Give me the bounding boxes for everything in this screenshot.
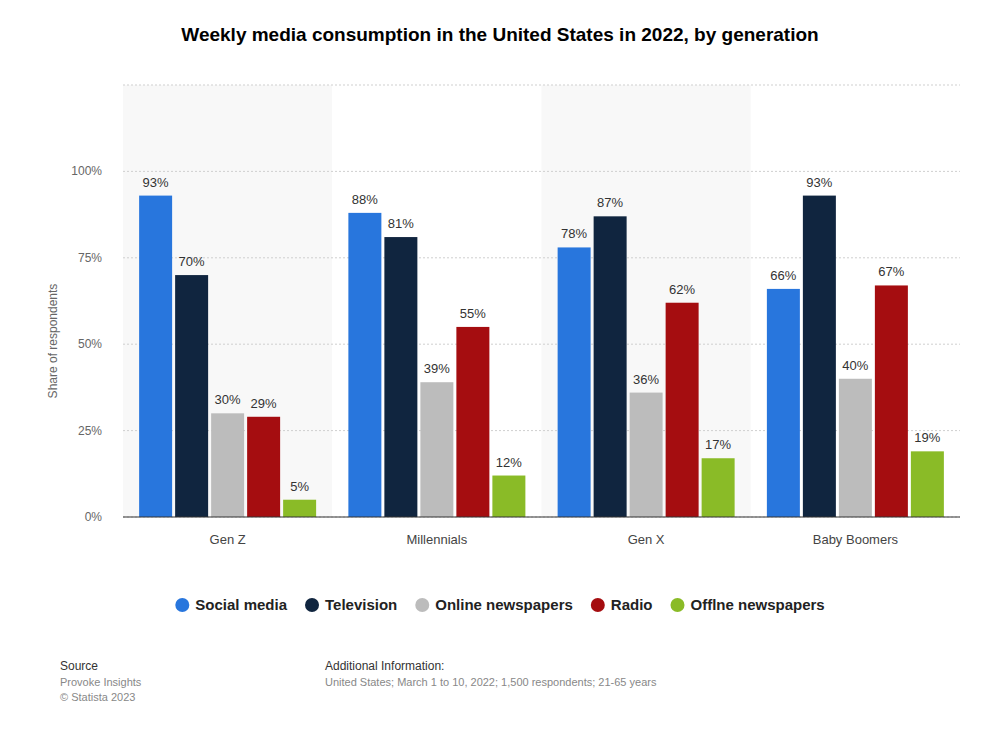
data-label: 93%	[143, 175, 169, 190]
source-text: © Statista 2023	[60, 691, 135, 703]
legend-label: Online newspapers	[435, 596, 573, 613]
bar	[384, 237, 417, 517]
band	[751, 85, 960, 517]
data-label: 88%	[352, 192, 378, 207]
bar	[875, 285, 908, 517]
legend-marker	[175, 598, 189, 612]
data-label: 66%	[770, 268, 796, 283]
grid-line	[123, 171, 960, 172]
data-label: 70%	[179, 254, 205, 269]
bar	[594, 216, 627, 517]
x-tick-label: Baby Boomers	[813, 532, 899, 547]
chart: Weekly media consumption in the United S…	[0, 0, 1000, 743]
data-label: 39%	[424, 361, 450, 376]
y-tick-label: 0%	[85, 510, 103, 524]
legend-label: Offlne newspapers	[690, 596, 824, 613]
bar	[175, 275, 208, 517]
legend-label: Social media	[195, 596, 287, 613]
grid-line	[123, 517, 960, 518]
bar	[666, 303, 699, 517]
legend-marker	[670, 598, 684, 612]
bar	[803, 196, 836, 517]
bar	[348, 213, 381, 517]
legend-marker	[591, 598, 605, 612]
band	[123, 85, 332, 517]
data-label: 29%	[251, 396, 277, 411]
source-heading: Source	[60, 659, 98, 673]
data-label: 40%	[842, 358, 868, 373]
y-axis-label: Share of respondents	[46, 284, 60, 399]
bar	[702, 458, 735, 517]
bar	[283, 500, 316, 517]
data-label: 67%	[878, 264, 904, 279]
data-label: 81%	[388, 216, 414, 231]
x-tick-label: Gen Z	[210, 532, 246, 547]
bars	[139, 196, 944, 517]
y-tick-label: 75%	[78, 251, 102, 265]
data-label: 12%	[496, 455, 522, 470]
bar	[139, 196, 172, 517]
data-label: 30%	[215, 392, 241, 407]
x-tick-label: Millennials	[407, 532, 468, 547]
y-tick-label: 50%	[78, 337, 102, 351]
band	[332, 85, 541, 517]
data-label: 19%	[914, 430, 940, 445]
x-axis	[123, 517, 960, 518]
data-label: 78%	[561, 226, 587, 241]
y-tick-label: 100%	[71, 164, 102, 178]
bar	[492, 476, 525, 517]
bar	[456, 327, 489, 517]
y-tick-label: 25%	[78, 424, 102, 438]
bar	[911, 451, 944, 517]
source-text: Provoke Insights	[60, 676, 142, 688]
data-label: 55%	[460, 306, 486, 321]
legend-marker	[305, 598, 319, 612]
data-label: 87%	[597, 195, 623, 210]
bar	[420, 382, 453, 517]
bar	[630, 393, 663, 517]
info-text: United States; March 1 to 10, 2022; 1,50…	[325, 676, 657, 688]
legend-marker	[415, 598, 429, 612]
info-heading: Additional Information:	[325, 659, 444, 673]
bar	[211, 413, 244, 517]
band	[542, 85, 751, 517]
bar	[839, 379, 872, 517]
bar	[558, 247, 591, 517]
x-tick-label: Gen X	[628, 532, 665, 547]
data-label: 62%	[669, 282, 695, 297]
data-label: 36%	[633, 372, 659, 387]
legend: Social media Television Online newspapers R…	[175, 596, 824, 613]
bar	[247, 417, 280, 517]
title: Weekly media consumption in the United S…	[181, 24, 818, 45]
data-label: 5%	[290, 479, 309, 494]
axis-top	[123, 85, 960, 86]
data-label: 17%	[705, 437, 731, 452]
bar	[767, 289, 800, 517]
data-label: 93%	[806, 175, 832, 190]
legend-label: Radio	[611, 596, 653, 613]
legend-label: Television	[325, 596, 397, 613]
